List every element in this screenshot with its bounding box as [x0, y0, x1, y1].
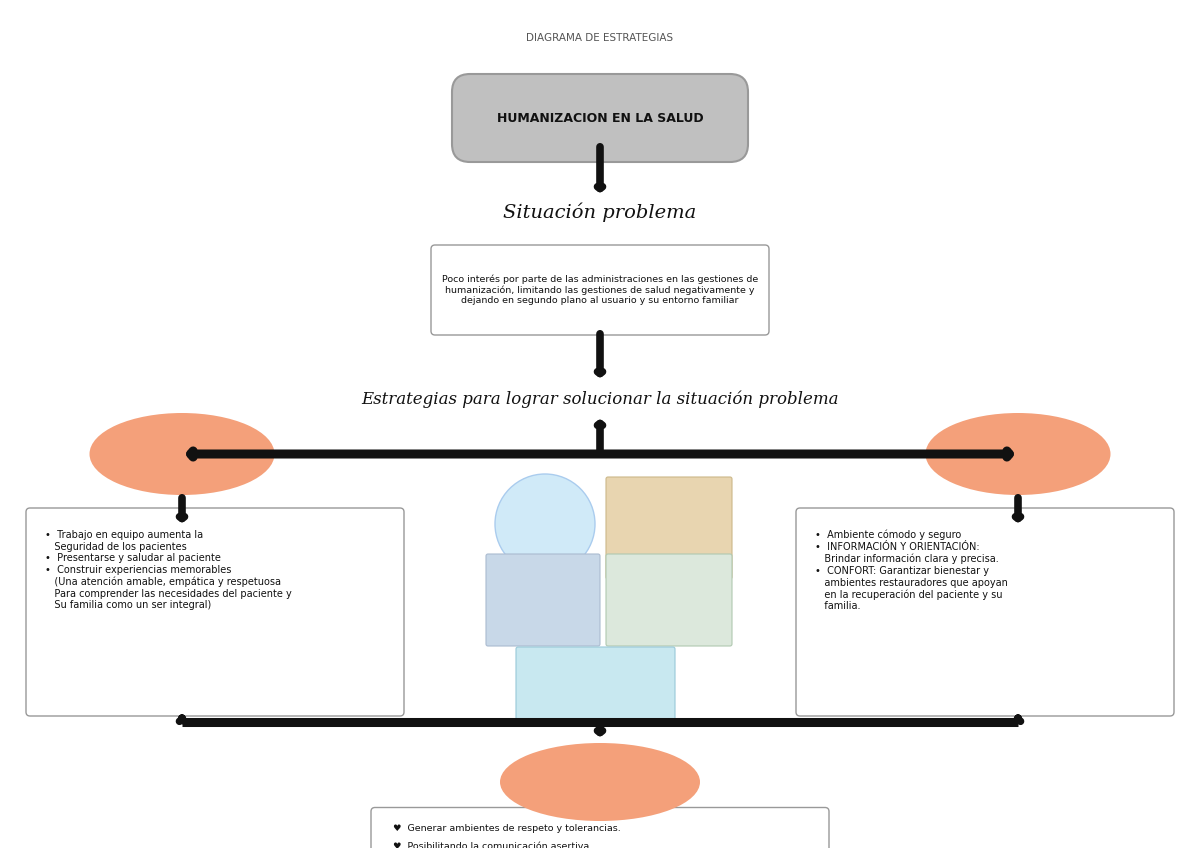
- Text: EN LA
INSTITUCIÓN: EN LA INSTITUCIÓN: [977, 444, 1060, 465]
- Text: •  Trabajo en equipo aumenta la
   Seguridad de los pacientes
•  Presentarse y s: • Trabajo en equipo aumenta la Seguridad…: [44, 530, 292, 611]
- Text: EN LA SOCIEDAD: EN LA SOCIEDAD: [545, 776, 655, 789]
- FancyBboxPatch shape: [431, 245, 769, 335]
- FancyBboxPatch shape: [371, 807, 829, 848]
- Text: HUMANIZACION EN LA SALUD: HUMANIZACION EN LA SALUD: [497, 111, 703, 125]
- FancyBboxPatch shape: [516, 647, 674, 726]
- Text: DIAGRAMA DE ESTRATEGIAS: DIAGRAMA DE ESTRATEGIAS: [527, 33, 673, 43]
- FancyBboxPatch shape: [26, 508, 404, 716]
- FancyBboxPatch shape: [486, 554, 600, 646]
- FancyBboxPatch shape: [452, 74, 748, 162]
- Ellipse shape: [500, 743, 700, 821]
- Text: •  Ambiente cómodo y seguro
•  INFORMACIÓN Y ORIENTACIÓN:
   Brindar información: • Ambiente cómodo y seguro • INFORMACIÓN…: [815, 530, 1008, 611]
- Ellipse shape: [925, 413, 1110, 495]
- Ellipse shape: [90, 413, 275, 495]
- FancyBboxPatch shape: [606, 477, 732, 579]
- Text: Poco interés por parte de las administraciones en las gestiones de
humanización,: Poco interés por parte de las administra…: [442, 275, 758, 305]
- FancyBboxPatch shape: [796, 508, 1174, 716]
- Ellipse shape: [496, 474, 595, 574]
- Text: Estrategias para lograr solucionar la situación problema: Estrategias para lograr solucionar la si…: [361, 390, 839, 408]
- FancyBboxPatch shape: [606, 554, 732, 646]
- Text: Situación problema: Situación problema: [503, 203, 697, 221]
- Text: EN EL EQUIPO DE
TRABAJO: EN EL EQUIPO DE TRABAJO: [127, 444, 238, 465]
- Text: ♥  Generar ambientes de respeto y tolerancias.: ♥ Generar ambientes de respeto y toleran…: [394, 824, 620, 834]
- Text: ♥  Posibilitando la comunicación asertiva: ♥ Posibilitando la comunicación asertiva: [394, 842, 589, 848]
